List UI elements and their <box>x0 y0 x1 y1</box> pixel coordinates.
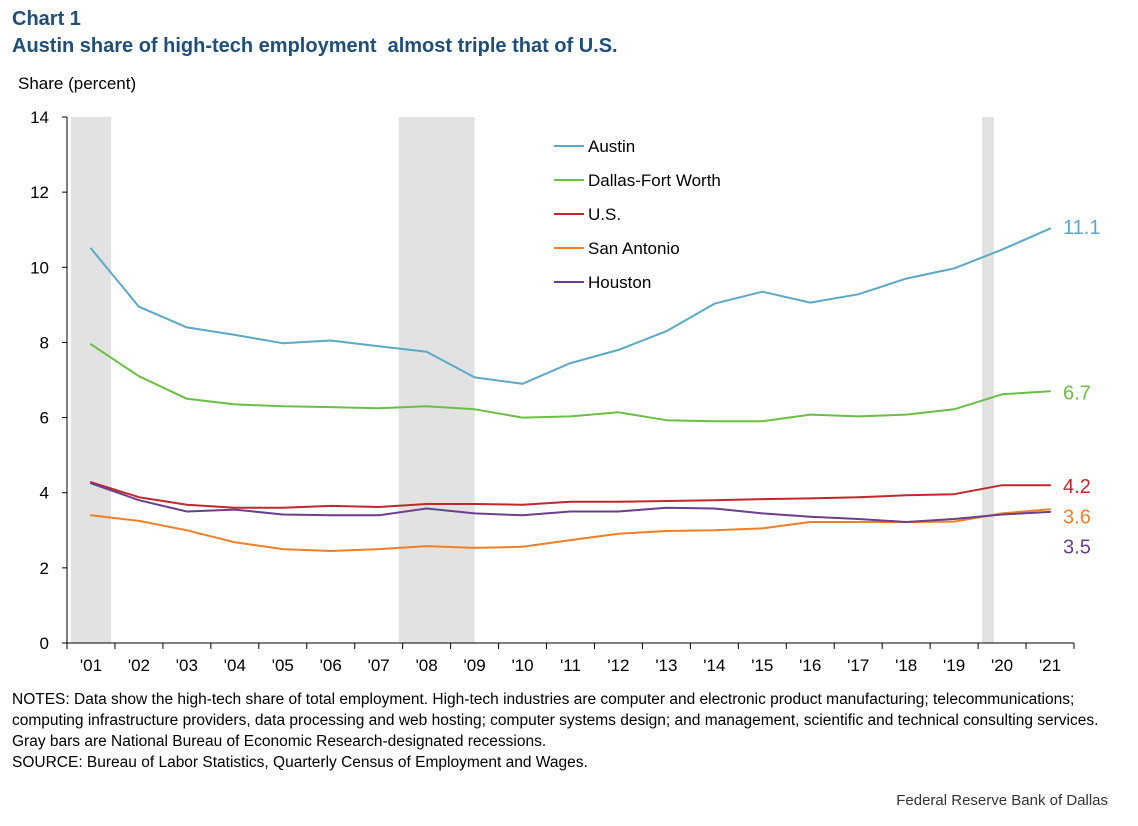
x-tick-label: '04 <box>224 656 246 675</box>
y-tick-label: 8 <box>40 333 49 352</box>
x-tick-label: '06 <box>320 656 342 675</box>
series-austin <box>90 227 1051 385</box>
axes: 0 2 4 6 8 10 12 14 '01 '02 '03 '04 '05 '06 '07 '08 '09 '1… <box>30 108 1075 675</box>
legend: Austin Dallas-Fort Worth U.S. San Antonio Ho… <box>554 137 721 292</box>
x-tick-label: '05 <box>272 656 294 675</box>
x-tick-label: '16 <box>799 656 821 675</box>
x-tick-label: '01 <box>80 656 102 675</box>
series-houston <box>90 482 1051 523</box>
y-tick-label: 2 <box>40 559 49 578</box>
y-tick-label: 6 <box>40 409 49 428</box>
recession-bar-3 <box>981 117 994 643</box>
line-chart: 0 2 4 6 8 10 12 14 '01 '02 '03 '04 '05 '06 '07 '08 '09 '1… <box>30 108 1100 675</box>
legend-label: U.S. <box>588 205 621 224</box>
end-label-us: 4.2 <box>1063 476 1091 498</box>
credit: Federal Reserve Bank of Dallas <box>896 792 1108 809</box>
y-tick-label: 0 <box>40 634 49 653</box>
legend-item-san_antonio: San Antonio <box>554 239 680 258</box>
legend-label: Houston <box>588 273 651 292</box>
end-label-houston: 3.5 <box>1063 536 1091 558</box>
end-labels: 11.1 6.7 4.2 3.6 3.5 <box>1063 217 1100 558</box>
legend-item-austin: Austin <box>554 137 635 156</box>
x-tick-label: '15 <box>751 656 773 675</box>
y-tick-label: 4 <box>40 484 49 503</box>
recession-bar-2 <box>398 117 475 643</box>
y-tick-label: 10 <box>30 258 49 277</box>
series-lines <box>90 227 1051 552</box>
x-tick-label: '12 <box>607 656 629 675</box>
legend-item-dfw: Dallas-Fort Worth <box>554 171 721 190</box>
y-axis-label: Share (percent) <box>18 74 137 93</box>
x-tick-label: '17 <box>847 656 869 675</box>
series-us <box>90 481 1051 509</box>
x-tick-label: '13 <box>655 656 677 675</box>
x-tick-label: '14 <box>703 656 725 675</box>
legend-item-us: U.S. <box>554 205 621 224</box>
end-label-dfw: 6.7 <box>1063 382 1091 404</box>
x-tick-label: '02 <box>128 656 150 675</box>
x-tick-label: '03 <box>176 656 198 675</box>
series-line-san_antonio <box>90 508 1051 552</box>
recession-bar-1 <box>70 117 112 643</box>
end-label-austin: 11.1 <box>1063 217 1100 239</box>
x-tick-label: '19 <box>943 656 965 675</box>
series-dfw <box>90 343 1051 423</box>
end-label-san_antonio: 3.6 <box>1063 506 1091 528</box>
x-tick-label: '11 <box>560 656 581 675</box>
x-tick-label: '10 <box>511 656 533 675</box>
notes-text: NOTES: Data show the high-tech share of … <box>12 691 1099 750</box>
series-san_antonio <box>90 508 1051 552</box>
legend-label: San Antonio <box>588 239 680 258</box>
x-tick-label: '20 <box>991 656 1013 675</box>
series-line-austin <box>90 227 1051 385</box>
x-tick-label: '09 <box>464 656 486 675</box>
notes: NOTES: Data show the high-tech share of … <box>12 689 1127 773</box>
y-tick-label: 14 <box>30 108 49 127</box>
chart-title: Austin share of high-tech employment alm… <box>12 35 618 57</box>
x-tick-label: '07 <box>368 656 390 675</box>
legend-item-houston: Houston <box>554 273 651 292</box>
source-text: SOURCE: Bureau of Labor Statistics, Quar… <box>12 754 588 771</box>
chart-label: Chart 1 <box>12 8 81 30</box>
y-tick-label: 12 <box>30 183 49 202</box>
series-line-dfw <box>90 343 1051 423</box>
x-tick-label: '08 <box>416 656 438 675</box>
recession-bars <box>70 117 994 643</box>
x-tick-label: '18 <box>895 656 917 675</box>
series-line-us <box>90 481 1051 509</box>
x-tick-label: '21 <box>1039 656 1061 675</box>
legend-label: Dallas-Fort Worth <box>588 171 721 190</box>
legend-label: Austin <box>588 137 635 156</box>
